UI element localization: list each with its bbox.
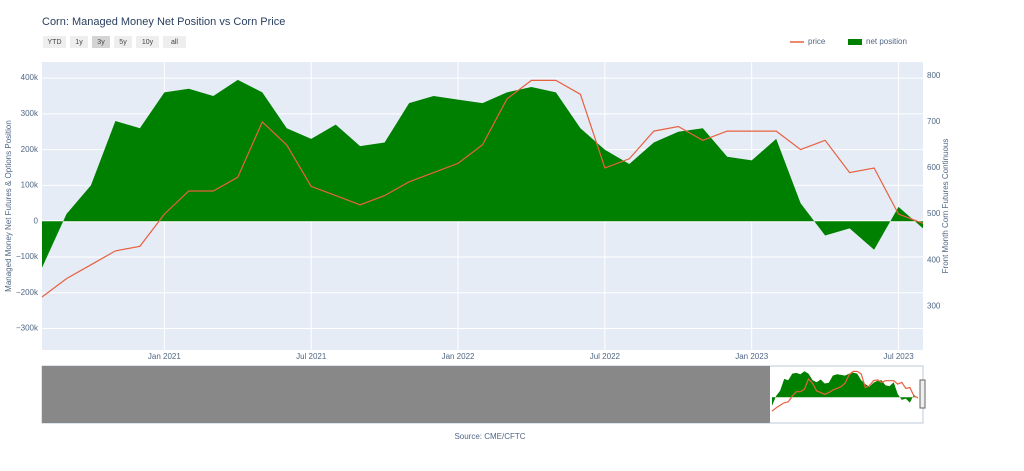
y-tick-label: −100k [16, 252, 39, 261]
x-tick-label: Jan 2023 [735, 352, 768, 361]
chart-title: Corn: Managed Money Net Position vs Corn… [42, 16, 285, 28]
range-button[interactable] [163, 36, 186, 48]
x-tick-label: Jan 2022 [442, 352, 475, 361]
y-tick-label: 100k [21, 181, 39, 190]
range-button-label[interactable]: 3y [97, 39, 105, 46]
range-handle[interactable] [919, 379, 926, 409]
y-axis-title: Managed Money Net Futures & Options Posi… [4, 120, 13, 292]
y-tick-label: 300k [21, 109, 39, 118]
x-tick-label: Jul 2021 [296, 352, 327, 361]
legend-label[interactable]: price [808, 37, 826, 46]
net-position-area [42, 79, 923, 268]
range-button-label[interactable]: 1y [75, 39, 83, 46]
y-tick-label: 400k [21, 73, 39, 82]
y2-tick-label: 800 [927, 71, 941, 80]
price-line [41, 79, 924, 298]
x-tick-label: Jan 2021 [148, 352, 181, 361]
range-button[interactable] [114, 36, 132, 48]
y-tick-label: 0 [34, 216, 39, 225]
range-slider-mask [42, 366, 770, 423]
y2-axis-title: Front Month Corn Futures Continuous [941, 139, 950, 274]
x-tick-label: Jul 2022 [590, 352, 621, 361]
y2-tick-label: 300 [927, 301, 941, 310]
y-tick-label: −300k [16, 324, 39, 333]
source-note: Source: CME/CFTC [454, 432, 525, 441]
range-button[interactable] [70, 36, 88, 48]
range-button-label[interactable]: 5y [119, 39, 127, 46]
y-tick-label: −200k [16, 288, 39, 297]
range-button[interactable] [43, 36, 66, 48]
y2-tick-label: 600 [927, 163, 941, 172]
y2-tick-label: 700 [927, 117, 941, 126]
y2-tick-label: 500 [927, 209, 941, 218]
range-button-label[interactable]: 10y [142, 39, 154, 46]
y2-tick-label: 400 [927, 255, 941, 264]
x-tick-label: Jul 2023 [883, 352, 914, 361]
range-button[interactable] [136, 36, 159, 48]
slider-line [771, 370, 919, 412]
range-button-label[interactable]: all [171, 39, 178, 46]
range-button-label[interactable]: YTD [48, 39, 62, 46]
legend-swatch [848, 39, 862, 45]
y-tick-label: 200k [21, 145, 39, 154]
legend-label[interactable]: net position [866, 37, 907, 46]
range-button[interactable] [92, 36, 110, 48]
